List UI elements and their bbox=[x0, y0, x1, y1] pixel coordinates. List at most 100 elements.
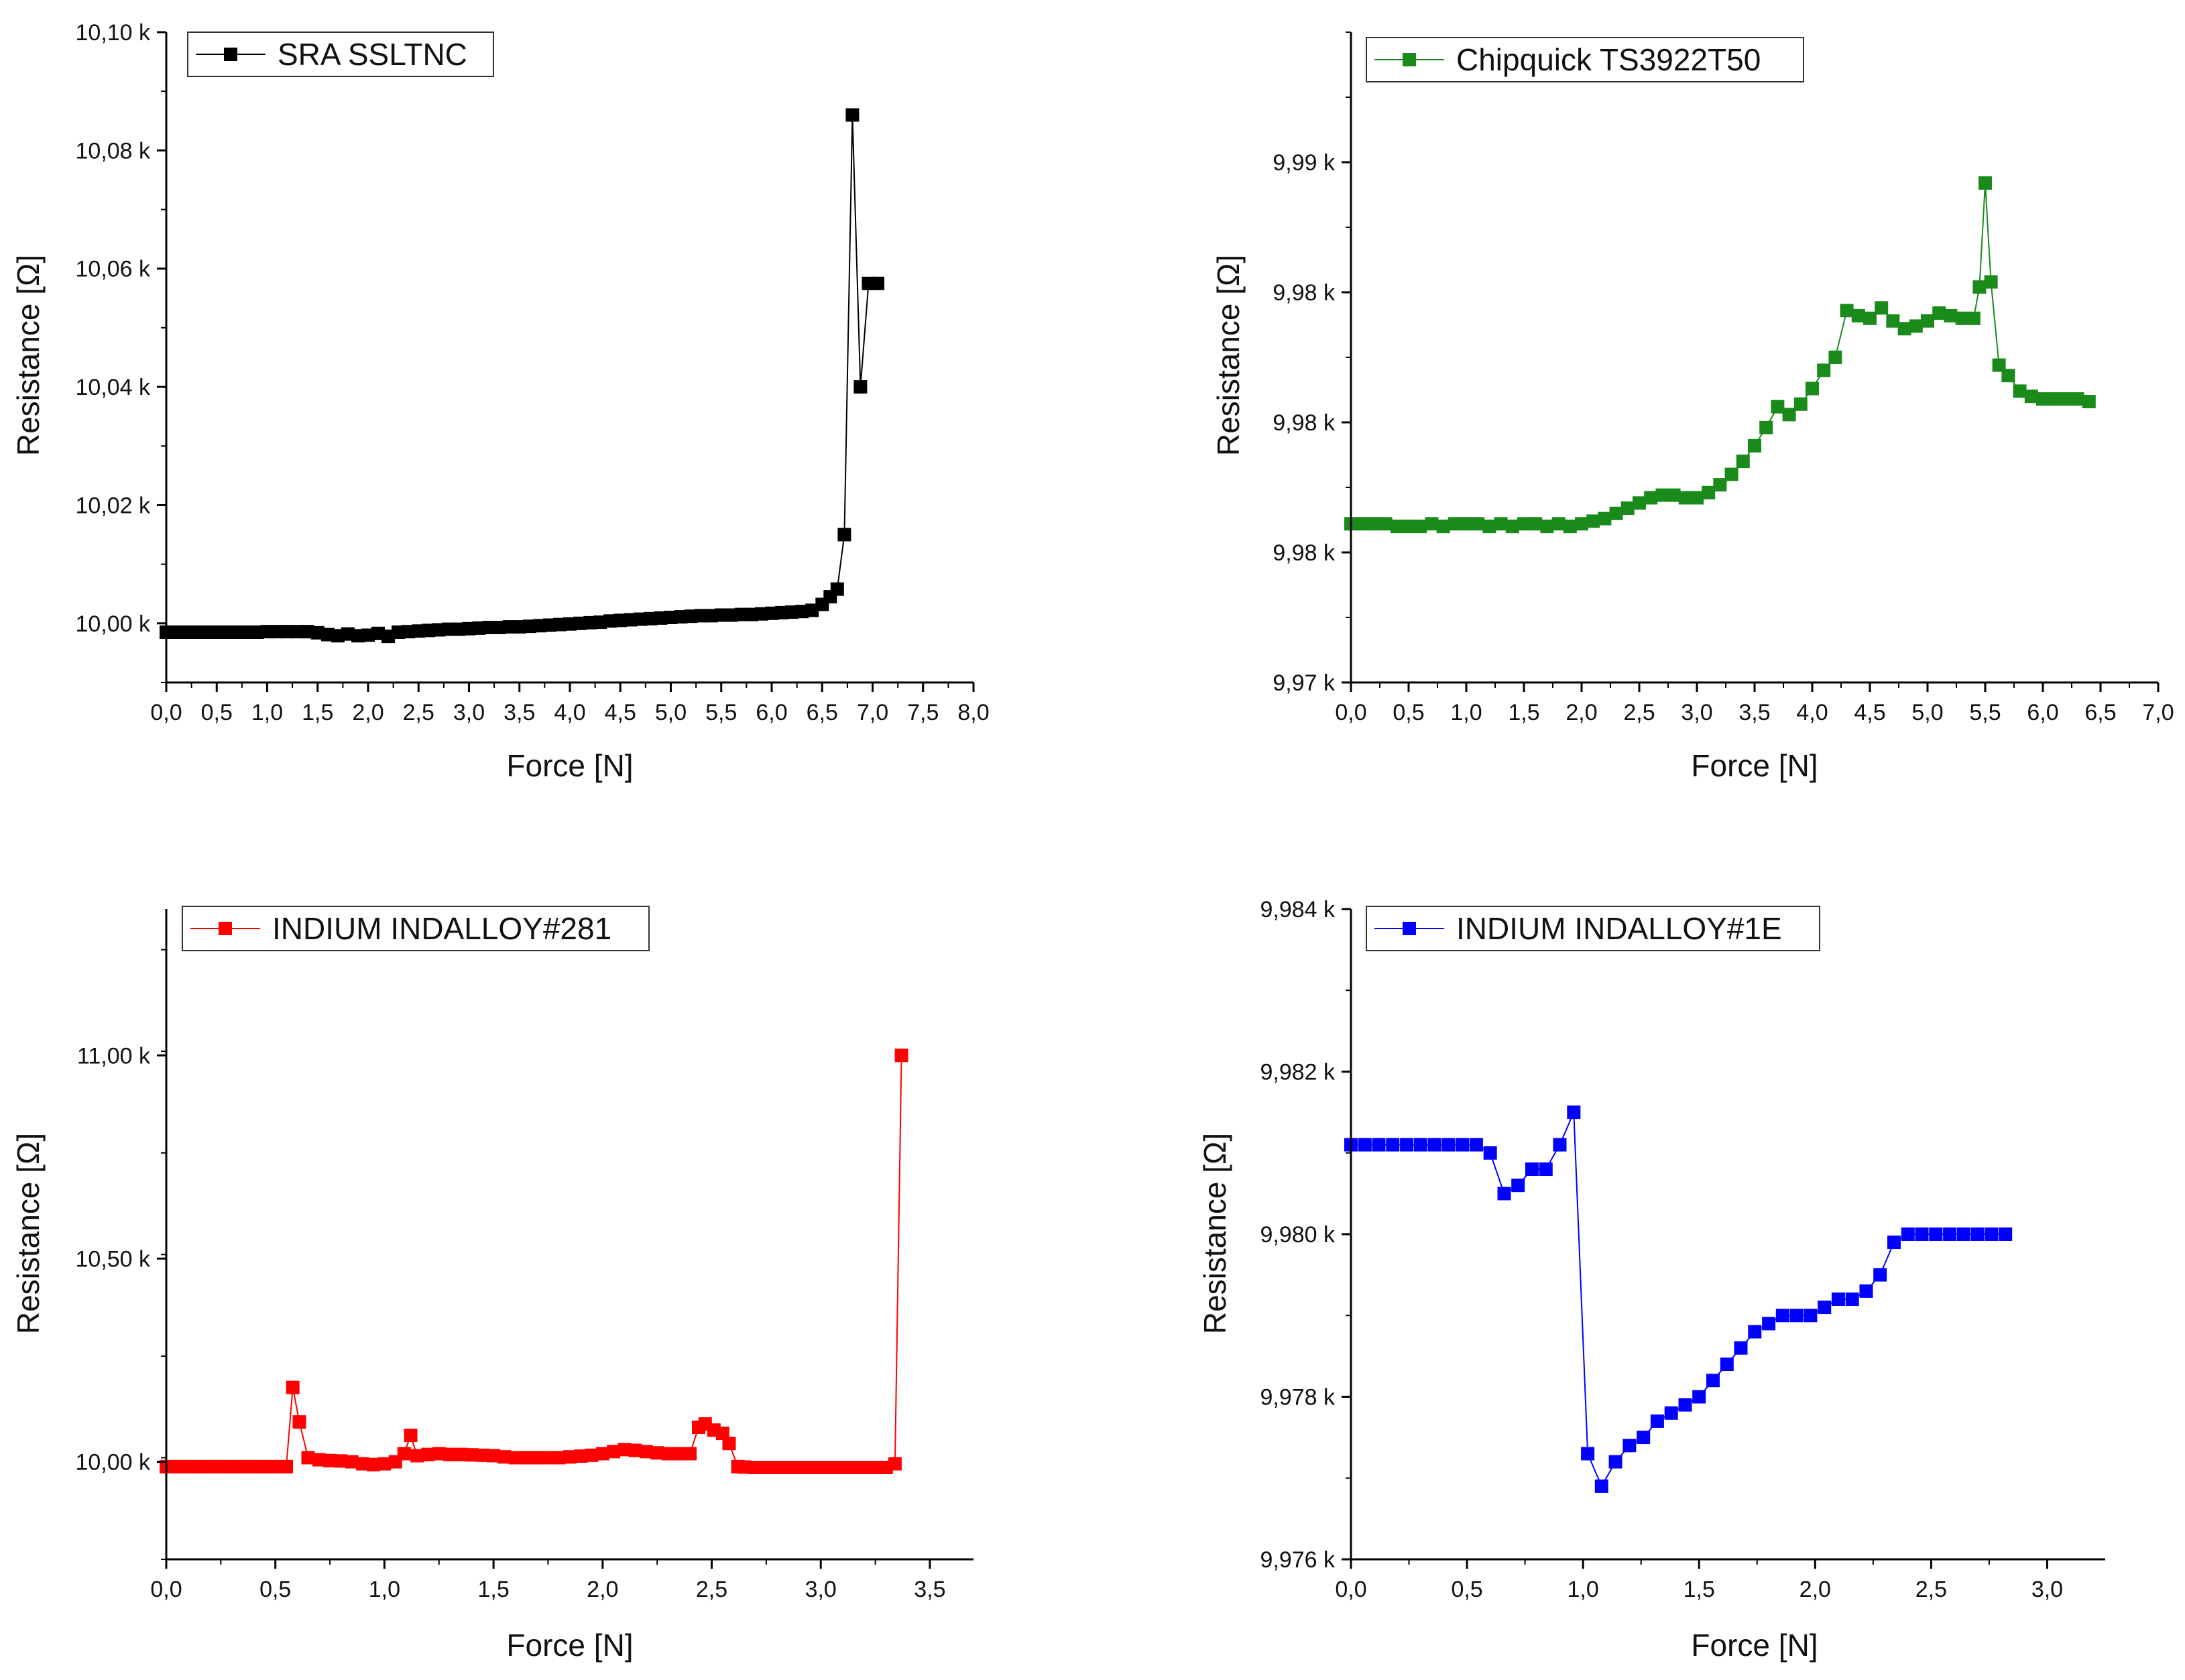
data-point-chipquick bbox=[1356, 517, 1370, 531]
x-tick-label-sra: 7,5 bbox=[907, 700, 939, 725]
data-point-chipquick bbox=[1984, 275, 1998, 289]
data-point-indium281 bbox=[286, 1380, 300, 1394]
data-point-sra bbox=[442, 622, 456, 636]
data-point-indium1e bbox=[1804, 1309, 1818, 1323]
series-indium281-marks bbox=[160, 1048, 908, 1474]
data-point-sra bbox=[220, 625, 234, 639]
data-point-indium1e bbox=[1692, 1390, 1706, 1404]
x-axis-title-indium281: Force [N] bbox=[506, 1628, 633, 1663]
chart-panel-indium281: 0,0 0,5 1,0 1,5 2,0 2,5 3,0 3,5 10,00 k 10,50 k 11… bbox=[11, 906, 973, 1663]
data-point-indium1e bbox=[1734, 1341, 1748, 1355]
data-point-chipquick bbox=[1771, 400, 1785, 414]
data-point-sra bbox=[775, 605, 788, 619]
data-point-chipquick bbox=[1992, 358, 2006, 372]
y-tick-label-sra: 10,10 k bbox=[75, 20, 151, 46]
data-point-chipquick bbox=[1505, 520, 1519, 534]
data-point-indium281 bbox=[443, 1447, 457, 1461]
data-point-sra bbox=[290, 625, 304, 639]
x-tick-label-sra: 6,0 bbox=[756, 700, 787, 725]
series-indium1e-marks bbox=[1344, 1105, 2013, 1493]
data-point-indium1e bbox=[1859, 1284, 1873, 1298]
data-point-chipquick bbox=[1644, 491, 1658, 505]
data-point-indium1e bbox=[1678, 1398, 1692, 1412]
y-tick-label-chipquick: 9,98 k bbox=[1273, 410, 1336, 436]
data-point-indium1e bbox=[1358, 1138, 1372, 1152]
data-point-indium281 bbox=[377, 1457, 392, 1471]
data-point-chipquick bbox=[1390, 520, 1404, 534]
ticks-indium281: 0,0 0,5 1,0 1,5 2,0 2,5 3,0 3,5 10,00 k 10,50 k 11… bbox=[75, 949, 946, 1602]
data-point-chipquick bbox=[1482, 520, 1496, 534]
data-point-chipquick bbox=[2036, 392, 2050, 406]
data-point-chipquick bbox=[1897, 322, 1911, 336]
data-point-chipquick bbox=[2070, 392, 2084, 406]
data-point-chipquick bbox=[1748, 438, 1761, 453]
x-tick-label-indium1e: 0,0 bbox=[1335, 1577, 1366, 1602]
data-point-indium1e bbox=[1622, 1439, 1637, 1453]
y-tick-label-indium1e: 9,980 k bbox=[1260, 1222, 1336, 1248]
x-tick-label-sra: 8,0 bbox=[957, 700, 989, 725]
data-point-chipquick bbox=[1782, 408, 1796, 422]
y-tick-label-indium1e: 9,976 k bbox=[1260, 1547, 1336, 1573]
chart-panel-indium1e: 0,0 0,5 1,0 1,5 2,0 2,5 3,0 9,976 k 9,978 k 9,980… bbox=[1197, 897, 2105, 1663]
data-point-indium281 bbox=[225, 1459, 239, 1474]
data-point-chipquick bbox=[1817, 363, 1831, 377]
legend-label-sra: SRA SSLTNC bbox=[278, 37, 467, 72]
data-point-chipquick bbox=[1944, 308, 1958, 322]
data-point-chipquick bbox=[1966, 311, 1981, 325]
data-point-chipquick bbox=[2024, 389, 2038, 404]
data-point-indium281 bbox=[868, 1461, 882, 1474]
x-tick-label-sra: 4,0 bbox=[554, 700, 585, 725]
data-point-chipquick bbox=[1436, 520, 1450, 534]
y-tick-label-indium281: 10,50 k bbox=[75, 1246, 151, 1272]
data-point-indium281 bbox=[257, 1459, 272, 1474]
data-point-sra bbox=[684, 609, 698, 623]
data-point-indium1e bbox=[1456, 1138, 1470, 1152]
x-tick-label-indium281: 0,5 bbox=[259, 1577, 291, 1602]
legend-indium1e: INDIUM INDALLOY#1E bbox=[1366, 906, 1820, 951]
data-point-indium1e bbox=[1594, 1479, 1608, 1493]
x-tick-label-indium1e: 1,0 bbox=[1568, 1577, 1599, 1602]
x-tick-label-indium281: 1,5 bbox=[477, 1577, 509, 1602]
y-tick-label-chipquick: 9,97 k bbox=[1273, 670, 1336, 696]
x-tick-label-sra: 0,0 bbox=[150, 700, 182, 725]
data-point-indium281 bbox=[770, 1461, 784, 1474]
data-point-chipquick bbox=[1586, 514, 1600, 528]
x-tick-label-sra: 3,0 bbox=[453, 700, 485, 725]
data-point-indium281 bbox=[628, 1443, 642, 1457]
data-point-sra bbox=[593, 615, 607, 629]
data-point-indium281 bbox=[323, 1453, 337, 1467]
x-tick-label-chipquick: 4,5 bbox=[1854, 700, 1885, 725]
data-point-indium281 bbox=[650, 1446, 664, 1460]
data-point-sra bbox=[805, 603, 819, 617]
data-point-sra bbox=[422, 623, 436, 638]
x-tick-label-sra: 1,5 bbox=[302, 700, 333, 725]
legend-label-indium1e: INDIUM INDALLOY#1E bbox=[1456, 911, 1782, 946]
data-point-indium1e bbox=[1483, 1146, 1497, 1160]
data-point-chipquick bbox=[2082, 395, 2096, 408]
data-point-indium1e bbox=[1818, 1301, 1832, 1315]
data-point-indium281 bbox=[312, 1453, 326, 1467]
data-point-indium1e bbox=[1608, 1455, 1622, 1469]
data-point-sra bbox=[674, 610, 688, 624]
data-point-indium1e bbox=[1469, 1138, 1483, 1152]
data-point-indium1e bbox=[1706, 1374, 1720, 1388]
x-tick-label-sra: 5,0 bbox=[655, 700, 687, 725]
data-point-chipquick bbox=[1979, 176, 1992, 190]
legend-sra: SRA SSLTNC bbox=[187, 32, 494, 77]
y-tick-label-indium281: 10,00 k bbox=[75, 1450, 151, 1476]
data-point-indium1e bbox=[1985, 1227, 1999, 1241]
data-point-chipquick bbox=[1678, 491, 1692, 505]
data-point-indium1e bbox=[1386, 1138, 1400, 1152]
data-point-indium1e bbox=[1581, 1447, 1595, 1461]
data-point-indium281 bbox=[530, 1451, 544, 1465]
data-point-sra bbox=[371, 626, 385, 640]
data-point-chipquick bbox=[2001, 369, 2015, 383]
x-tick-label-indium281: 1,0 bbox=[369, 1577, 400, 1602]
data-point-indium1e bbox=[1441, 1138, 1456, 1152]
data-point-indium281 bbox=[203, 1459, 217, 1474]
data-point-indium1e bbox=[1999, 1227, 2013, 1241]
data-point-chipquick bbox=[1402, 520, 1415, 534]
legend-label-chipquick: Chipquick TS3922T50 bbox=[1456, 42, 1761, 77]
data-point-indium281 bbox=[552, 1451, 566, 1465]
data-point-chipquick bbox=[1620, 501, 1635, 515]
